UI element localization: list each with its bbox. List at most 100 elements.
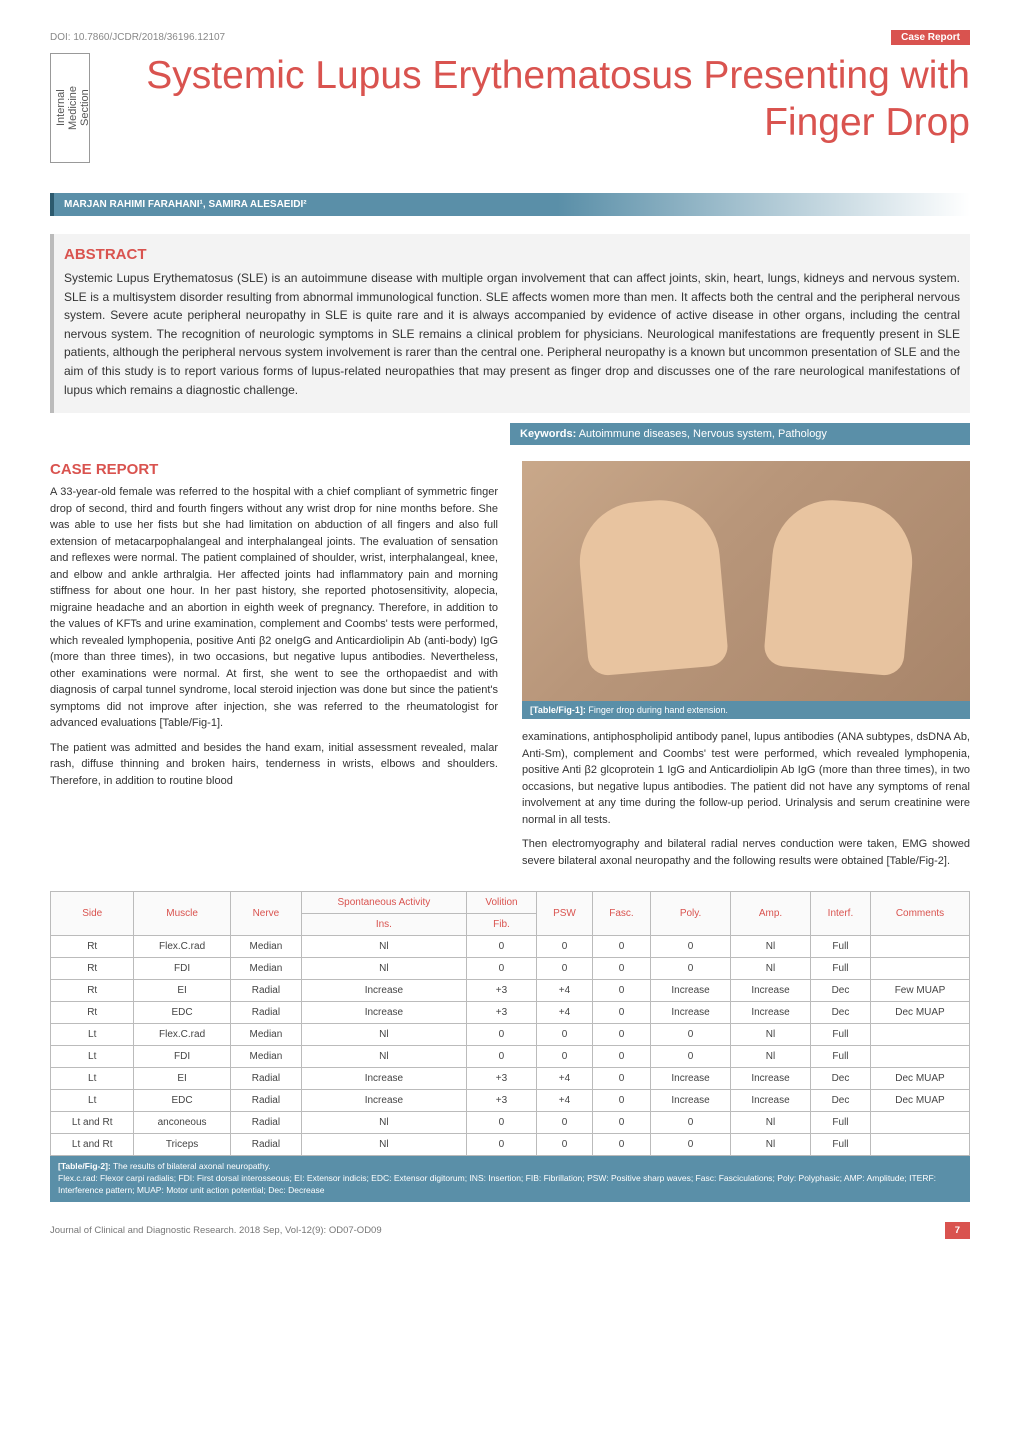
table-cell: Nl (302, 1112, 467, 1134)
table-cell: 0 (537, 958, 593, 980)
th-spont: Spontaneous Activity (302, 892, 467, 914)
table-cell: 0 (537, 936, 593, 958)
table-cell: 0 (466, 936, 536, 958)
table-cell (870, 1024, 969, 1046)
table-cell: 0 (592, 1134, 650, 1156)
table-cell: Dec (810, 1002, 870, 1024)
table-cell: Dec (810, 1068, 870, 1090)
keywords-label: Keywords: (520, 428, 576, 440)
table-cell: +4 (537, 1090, 593, 1112)
table-cell: Increase (302, 1002, 467, 1024)
figure-1-caption: [Table/Fig-1]: Finger drop during hand e… (522, 701, 970, 719)
table-cell: Nl (302, 1024, 467, 1046)
table-cell: Lt (51, 1046, 134, 1068)
table-cell: Radial (230, 1068, 301, 1090)
th-volition: Volition (466, 892, 536, 914)
table-2-abbrev: Flex.c.rad: Flexor carpi radialis; FDI: … (58, 1173, 936, 1195)
page-number: 7 (945, 1222, 970, 1239)
keywords-bar: Keywords: Autoimmune diseases, Nervous s… (510, 423, 970, 445)
table-cell: +4 (537, 980, 593, 1002)
figure-1: [Table/Fig-1]: Finger drop during hand e… (522, 461, 970, 719)
table-cell: Radial (230, 1134, 301, 1156)
table-cell: Rt (51, 980, 134, 1002)
authors-bar: MARJAN RAHIMI FARAHANI¹, SAMIRA ALESAEID… (50, 193, 970, 216)
table-cell: Lt (51, 1068, 134, 1090)
doi-text: DOI: 10.7860/JCDR/2018/36196.12107 (50, 32, 225, 43)
table-cell: Nl (731, 1112, 811, 1134)
table-cell: +3 (466, 980, 536, 1002)
table-row: RtEDCRadialIncrease+3+40IncreaseIncrease… (51, 1002, 970, 1024)
table-cell: 0 (592, 1002, 650, 1024)
table-cell: 0 (537, 1112, 593, 1134)
table-cell: Lt and Rt (51, 1112, 134, 1134)
table-cell: 0 (537, 1046, 593, 1068)
table-cell: FDI (134, 1046, 230, 1068)
table-cell: EDC (134, 1090, 230, 1112)
table-cell: Median (230, 1024, 301, 1046)
table-cell: Nl (731, 1134, 811, 1156)
table-cell: Dec (810, 980, 870, 1002)
table-cell: Median (230, 936, 301, 958)
table-cell: Increase (302, 1068, 467, 1090)
table-2-caption-text: The results of bilateral axonal neuropat… (111, 1161, 271, 1171)
table-cell: 0 (592, 1090, 650, 1112)
top-row: DOI: 10.7860/JCDR/2018/36196.12107 Case … (50, 30, 970, 45)
table-cell: Triceps (134, 1134, 230, 1156)
table-cell: +4 (537, 1068, 593, 1090)
table-cell: 0 (592, 980, 650, 1002)
table-cell: Increase (731, 1002, 811, 1024)
table-row: RtFDIMedianNl0000NlFull (51, 958, 970, 980)
left-column: CASE REPORT A 33-year-old female was ref… (50, 461, 498, 877)
table-cell: Increase (651, 1068, 731, 1090)
table-cell: Full (810, 1112, 870, 1134)
table-cell: 0 (592, 958, 650, 980)
table-cell: Nl (302, 958, 467, 980)
table-cell: Nl (731, 1024, 811, 1046)
table-cell: 0 (592, 1046, 650, 1068)
table-row: Lt and RtTricepsRadialNl0000NlFull (51, 1134, 970, 1156)
case-report-badge: Case Report (891, 30, 970, 45)
abstract-section: ABSTRACT Systemic Lupus Erythematosus (S… (50, 234, 970, 413)
table-cell: FDI (134, 958, 230, 980)
table-cell: Dec MUAP (870, 1090, 969, 1112)
figure-1-caption-text: Finger drop during hand extension. (586, 705, 728, 715)
table-cell: EDC (134, 1002, 230, 1024)
table-cell: Radial (230, 980, 301, 1002)
table-row: LtFlex.C.radMedianNl0000NlFull (51, 1024, 970, 1046)
emg-table: Side Muscle Nerve Spontaneous Activity V… (50, 891, 970, 1156)
table-cell: Nl (302, 936, 467, 958)
th-psw: PSW (537, 892, 593, 936)
case-para-1: A 33-year-old female was referred to the… (50, 484, 498, 732)
abstract-text: Systemic Lupus Erythematosus (SLE) is an… (64, 269, 960, 399)
table-2-caption-label: [Table/Fig-2]: (58, 1161, 111, 1171)
case-para-2: The patient was admitted and besides the… (50, 740, 498, 790)
table-2-footer: [Table/Fig-2]: The results of bilateral … (50, 1156, 970, 1202)
table-cell: Increase (651, 980, 731, 1002)
table-cell: Lt (51, 1024, 134, 1046)
case-para-3: examinations, antiphospholipid antibody … (522, 729, 970, 828)
table-cell: Full (810, 1134, 870, 1156)
table-cell (870, 1112, 969, 1134)
table-cell: Radial (230, 1090, 301, 1112)
table-cell (870, 1134, 969, 1156)
table-cell: Full (810, 958, 870, 980)
th-muscle: Muscle (134, 892, 230, 936)
table-row: LtEDCRadialIncrease+3+40IncreaseIncrease… (51, 1090, 970, 1112)
table-cell: Median (230, 1046, 301, 1068)
table-cell: Full (810, 1024, 870, 1046)
table-row: Lt and RtanconeousRadialNl0000NlFull (51, 1112, 970, 1134)
right-column: [Table/Fig-1]: Finger drop during hand e… (522, 461, 970, 877)
table-cell: 0 (466, 1134, 536, 1156)
table-cell: 0 (592, 1024, 650, 1046)
two-column-body: CASE REPORT A 33-year-old female was ref… (50, 461, 970, 877)
table-cell: Dec MUAP (870, 1068, 969, 1090)
table-cell: 0 (651, 1112, 731, 1134)
abstract-heading: ABSTRACT (64, 246, 960, 263)
table-cell: Flex.C.rad (134, 1024, 230, 1046)
title-row: Internal Medicine Section Systemic Lupus… (50, 53, 970, 163)
table-cell: EI (134, 980, 230, 1002)
table-row: LtEIRadialIncrease+3+40IncreaseIncreaseD… (51, 1068, 970, 1090)
table-cell (870, 958, 969, 980)
table-cell: Nl (302, 1134, 467, 1156)
table-row: LtFDIMedianNl0000NlFull (51, 1046, 970, 1068)
